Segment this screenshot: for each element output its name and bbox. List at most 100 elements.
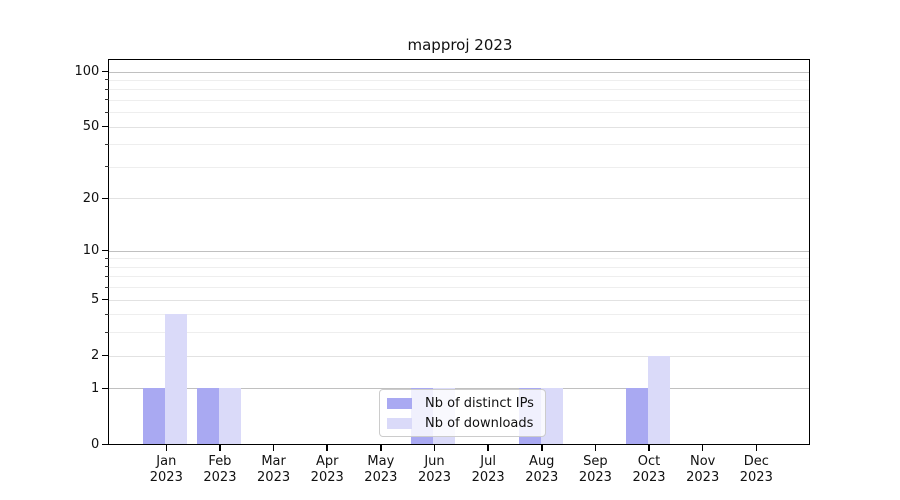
y-tick-mark: [102, 197, 110, 200]
x-tick-mark: [594, 444, 597, 452]
x-tick-month: Jan: [156, 454, 177, 470]
x-tick-month: Nov: [689, 454, 716, 470]
gridline-minor: [109, 314, 810, 316]
legend-item-downloads: Nb of downloads: [387, 413, 539, 433]
y-minor-tick-mark: [105, 79, 110, 81]
x-tick-month: Dec: [743, 454, 769, 470]
y-tick-mark: [102, 298, 110, 301]
y-tick-label: 100: [74, 64, 100, 79]
y-tick-label: 20: [82, 190, 100, 206]
x-tick-month: Sep: [583, 454, 608, 470]
x-tick-month: Apr: [315, 454, 339, 470]
bar-ips-feb: [196, 388, 219, 445]
x-tick-year: 2023: [364, 470, 398, 486]
y-minor-tick-mark: [105, 111, 110, 113]
legend-label: Nb of downloads: [425, 415, 534, 431]
legend-swatch-downloads: [387, 417, 412, 429]
y-tick-mark: [102, 443, 110, 446]
x-tick-label: Dec 2023: [728, 454, 784, 486]
y-tick-mark: [102, 387, 110, 390]
x-tick-mark: [487, 444, 489, 452]
x-tick-mark: [648, 444, 650, 452]
y-tick-mark: [102, 354, 110, 357]
x-tick-mark: [165, 444, 168, 452]
bar-ips-oct: [626, 388, 649, 445]
y-minor-tick-mark: [105, 266, 110, 268]
x-tick-year: 2023: [578, 470, 612, 486]
x-tick-year: 2023: [525, 470, 559, 486]
chart-title: mapproj 2023: [407, 36, 513, 54]
y-tick-label: 2: [91, 348, 100, 364]
y-tick-label: 0: [91, 436, 100, 452]
bar-downloads-aug: [540, 388, 563, 445]
gridline-minor: [109, 266, 810, 268]
gridline-major: [109, 126, 810, 128]
x-tick-year: 2023: [632, 470, 666, 486]
bar-ips-jan: [143, 388, 166, 445]
bar-downloads-oct: [648, 355, 671, 445]
x-tick-label: Apr 2023: [299, 454, 355, 486]
bar-downloads-feb: [218, 388, 241, 445]
gridline-minor: [109, 166, 810, 168]
y-tick-label: 1: [91, 380, 100, 396]
gridline-minor: [109, 89, 810, 91]
y-minor-tick-mark: [105, 166, 110, 168]
y-tick-mark: [102, 70, 110, 73]
gridline-minor: [109, 99, 810, 101]
y-minor-tick-mark: [105, 143, 110, 145]
y-tick-label: 10: [82, 243, 100, 259]
legend-item-distinct-ips: Nb of distinct IPs: [387, 393, 539, 413]
x-tick-mark: [219, 444, 221, 452]
gridline-minor: [109, 112, 810, 114]
gridline-minor: [109, 144, 810, 146]
gridline-major: [109, 250, 810, 252]
y-tick-mark: [102, 249, 110, 252]
x-tick-year: 2023: [257, 470, 291, 486]
x-tick-label: Mar 2023: [246, 454, 302, 486]
x-tick-label: Aug 2023: [514, 454, 570, 486]
legend-swatch-ips: [387, 397, 412, 409]
plot-area: 0 1 2 5 10 20 50 100 Jan 2023 Feb 2023 Mar 2023 Apr 202…: [74, 59, 811, 485]
gridline-minor: [109, 258, 810, 260]
bar-downloads-jan: [165, 314, 188, 445]
x-tick-month: Feb: [208, 454, 232, 470]
x-tick-year: 2023: [149, 470, 183, 486]
x-tick-mark: [701, 444, 704, 452]
x-tick-mark: [755, 444, 758, 452]
x-tick-mark: [272, 444, 275, 452]
y-minor-tick-mark: [105, 313, 110, 315]
x-tick-label: Jan 2023: [138, 454, 194, 486]
x-tick-year: 2023: [686, 470, 720, 486]
gridline-minor: [109, 276, 810, 278]
x-tick-month: May: [367, 454, 395, 470]
x-tick-month: Oct: [637, 454, 661, 470]
x-tick-label: Nov 2023: [675, 454, 731, 486]
gridline-major: [109, 198, 810, 200]
x-tick-label: Feb 2023: [192, 454, 248, 486]
gridline-minor: [109, 287, 810, 289]
y-minor-tick-mark: [105, 88, 110, 90]
y-minor-tick-mark: [105, 257, 110, 259]
y-tick-label: 5: [91, 292, 100, 308]
x-tick-year: 2023: [310, 470, 344, 486]
x-tick-label: May 2023: [353, 454, 409, 486]
y-minor-tick-mark: [105, 286, 110, 288]
x-tick-month: Mar: [261, 454, 286, 470]
y-minor-tick-mark: [105, 331, 110, 333]
x-tick-mark: [433, 444, 436, 452]
x-tick-month: Aug: [529, 454, 555, 470]
x-tick-mark: [326, 444, 328, 452]
gridline-major: [109, 355, 810, 357]
legend-label: Nb of distinct IPs: [425, 395, 534, 411]
x-tick-month: Jul: [480, 454, 496, 470]
gridline-minor: [109, 332, 810, 334]
x-tick-year: 2023: [471, 470, 505, 486]
x-tick-year: 2023: [739, 470, 773, 486]
gridline-minor: [109, 79, 810, 81]
x-tick-label: Jun 2023: [406, 454, 462, 486]
y-tick-mark: [102, 125, 110, 128]
y-tick-label: 50: [82, 119, 100, 135]
gridline-major: [109, 299, 810, 301]
x-tick-mark: [541, 444, 543, 452]
